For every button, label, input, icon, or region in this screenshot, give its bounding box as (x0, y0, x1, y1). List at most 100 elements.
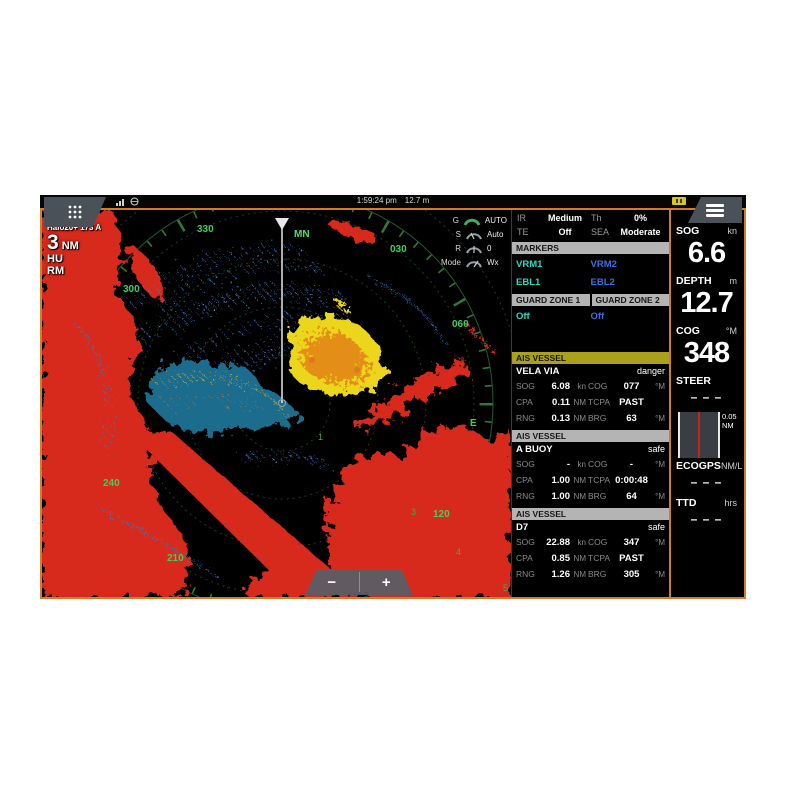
cog-unit: °M (655, 381, 665, 391)
cpa-value: 1.00 (551, 474, 571, 486)
ais-data-row: CPA 0.85 NM TCPA PAST (512, 550, 669, 566)
ais-data-row: RNG 1.26 NM BRG 305 °M (512, 566, 669, 582)
mode-knob-icon (466, 260, 482, 268)
guard-zone-1-toggle[interactable]: Off (516, 311, 530, 322)
sog-label: SOG (516, 458, 535, 469)
gauge-needle (698, 412, 700, 458)
ring-labels: 1 3 4 5 (318, 432, 508, 593)
cog-value: 347 (623, 536, 640, 548)
brg-unit: °M (655, 569, 665, 579)
range-zoom-bar: − + (305, 569, 413, 595)
brg-label: BRG (588, 412, 607, 423)
rng-value: 1.00 (551, 490, 571, 502)
vrm2-button[interactable]: VRM2 (590, 259, 617, 270)
sea-state-label: SEA (591, 227, 610, 237)
cog-value: - (629, 458, 634, 470)
zoom-out-button[interactable]: − (327, 573, 337, 591)
gauge-left-limit (678, 412, 680, 458)
depth-instrument-value: 12.7 (680, 287, 733, 319)
ownship-center-icon (278, 399, 286, 407)
cog-label: COG (588, 536, 608, 547)
sog-unit: kn (577, 459, 586, 469)
tcpa-label: TCPA (588, 474, 611, 485)
rng-label: RNG (516, 412, 535, 423)
gps-status-icon (130, 197, 139, 206)
rng-value: 1.26 (551, 568, 571, 580)
eco-instrument[interactable]: ECOGPS NM/L – – – (676, 460, 742, 497)
gain-label: G (452, 216, 459, 225)
mode-label: Mode (440, 258, 461, 267)
brg-value: 63 (626, 412, 637, 424)
ais-status-badge: safe (647, 444, 665, 454)
radar-echo-red (42, 210, 511, 597)
ring-label: 1 (318, 432, 323, 442)
ais-section-safe-2[interactable]: AIS VESSEL D7 safe SOG 22.88 kn COG 347 °M C… (512, 504, 669, 582)
depth-instrument-label: DEPTH (676, 275, 712, 287)
gauge-scale-unit: NM (722, 421, 734, 430)
radar-motion-label: RM (47, 264, 65, 277)
radar-plot: 330 MN 030 060 E 120 210 240 300 1 3 4 5 (42, 210, 511, 597)
sog-instrument-unit: kn (727, 226, 737, 236)
depth-instrument[interactable]: DEPTH m 12.7 (676, 275, 737, 325)
te-value: Off (558, 227, 572, 237)
sea-knob-icon (466, 232, 482, 240)
ir-value: Medium (547, 213, 582, 223)
steer-gauge-track (678, 412, 720, 458)
ttd-instrument[interactable]: TTD hrs – – – (676, 497, 737, 534)
gauge-scale-max: 0.05 (722, 412, 737, 421)
guard-zone-2-toggle[interactable]: Off (590, 311, 605, 322)
rng-unit: NM (573, 413, 586, 423)
th-value: 0% (633, 213, 647, 223)
tcpa-label: TCPA (588, 552, 611, 563)
alarm-badge-icon[interactable] (672, 197, 686, 205)
tcpa-value: PAST (619, 552, 644, 564)
cpa-value: 0.85 (551, 552, 571, 564)
instrument-bar: SOG kn 6.6 DEPTH m 12.7 COG °M 348 (669, 197, 742, 597)
zoom-in-button[interactable]: + (381, 573, 391, 591)
ais-vessel-header: AIS VESSEL (512, 430, 669, 442)
mode-value: Wx (487, 258, 499, 267)
steer-instrument[interactable]: STEER – – – 0.05 NM (676, 375, 737, 460)
ebl2-button[interactable]: EBL2 (590, 277, 615, 288)
radar-range[interactable]: 3 NM (47, 232, 101, 254)
tcpa-value: PAST (619, 396, 644, 408)
brg-unit: °M (655, 413, 665, 423)
ais-data-row: CPA 0.11 NM TCPA PAST (512, 394, 669, 410)
cpa-unit: NM (573, 475, 586, 485)
sea-control[interactable]: S Auto (456, 229, 507, 240)
compass-label: 120 (433, 509, 450, 520)
ais-section-safe-1[interactable]: AIS VESSEL A BUOY safe SOG - kn COG - °M CPA… (512, 426, 669, 504)
th-label: Th (591, 213, 602, 223)
gain-control[interactable]: G AUTO (453, 215, 507, 226)
ais-section-danger[interactable]: AIS VESSEL VELA VIA danger SOG 6.08 kn COG… (512, 348, 669, 426)
ais-vessel-name: VELA VIA (516, 366, 560, 377)
ais-data-row: RNG 0.13 NM BRG 63 °M (512, 410, 669, 426)
radar-quick-controls: G AUTO S Auto R 0 Mode Wx (441, 215, 507, 268)
tcpa-label: TCPA (588, 396, 611, 407)
ais-data-row: SOG 6.08 kn COG 077 °M (512, 378, 669, 394)
guard-zone-headers: GUARD ZONE 1 GUARD ZONE 2 (512, 294, 669, 306)
sog-instrument[interactable]: SOG kn 6.6 (676, 225, 737, 275)
radar-range-unit: NM (61, 240, 79, 253)
steer-instrument-label: STEER (676, 375, 712, 387)
rain-knob-icon (466, 246, 482, 254)
cog-instrument[interactable]: COG °M 348 (676, 325, 737, 375)
ais-vessel-header: AIS VESSEL (512, 508, 669, 520)
radar-source-label: Halo20+ 173 A (47, 223, 102, 232)
radar-ppi[interactable]: 330 MN 030 060 E 120 210 240 300 1 3 4 5 (42, 210, 511, 597)
mode-control[interactable]: Mode Wx (441, 257, 507, 268)
cog-value: 077 (623, 380, 640, 392)
mfd-screenshot: 1:59:24 pm 12.7 m (40, 195, 746, 599)
sog-instrument-value: 6.6 (687, 237, 726, 269)
steer-gauge: 0.05 NM (678, 412, 737, 458)
rain-control[interactable]: R 0 (455, 243, 507, 254)
ais-vessel-header: AIS VESSEL (512, 352, 669, 364)
ais-vessel-name: A BUOY (516, 444, 553, 455)
vrm1-button[interactable]: VRM1 (516, 259, 543, 270)
ebl1-button[interactable]: EBL1 (516, 277, 541, 288)
compass-label: 210 (167, 553, 184, 564)
tcpa-value: 0:00:48 (615, 474, 648, 486)
eco-instrument-value: – – – (690, 475, 723, 489)
panel-spacer (512, 324, 669, 348)
heading-marker-icon (275, 218, 289, 230)
